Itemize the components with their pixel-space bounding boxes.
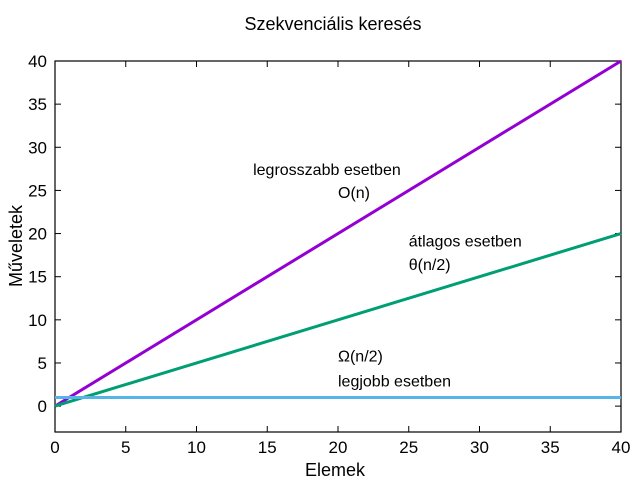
y-tick-label: 25 xyxy=(28,181,47,200)
chart-title: Szekvenciális keresés xyxy=(244,14,421,34)
x-tick-label: 0 xyxy=(50,438,59,457)
y-axis: 0 5 10 15 20 25 30 35 40 xyxy=(28,52,621,416)
series-line-1 xyxy=(54,59,622,408)
y-tick-label: 35 xyxy=(28,95,47,114)
annotation-label: legjobb esetben xyxy=(338,373,451,390)
y-axis-label: Műveletek xyxy=(6,204,26,287)
y-tick-label: 5 xyxy=(38,354,47,373)
y-tick-label: 30 xyxy=(28,138,47,157)
annotation-label: θ(n/2) xyxy=(409,257,451,274)
series-line-2 xyxy=(54,232,622,408)
x-tick-label: 20 xyxy=(329,438,348,457)
x-axis: 0 5 10 15 20 25 30 35 40 xyxy=(50,61,630,457)
x-axis-label: Elemek xyxy=(305,460,366,480)
y-tick-label: 40 xyxy=(28,52,47,71)
annotation-label: legrosszabb esetben xyxy=(253,162,401,179)
y-tick-label: 0 xyxy=(38,397,47,416)
x-tick-label: 25 xyxy=(399,438,418,457)
x-tick-label: 10 xyxy=(187,438,206,457)
x-tick-label: 35 xyxy=(541,438,560,457)
x-tick-label: 30 xyxy=(470,438,489,457)
annotation-label: Ω(n/2) xyxy=(338,348,383,365)
y-tick-label: 10 xyxy=(28,311,47,330)
annotation-layer: legrosszabb esetben O(n) átlagos esetben θ(… xyxy=(253,162,522,390)
series-layer xyxy=(54,59,622,408)
x-tick-label: 40 xyxy=(612,438,631,457)
x-tick-label: 15 xyxy=(258,438,277,457)
x-tick-label: 5 xyxy=(121,438,130,457)
annotation-label: átlagos esetben xyxy=(409,234,522,251)
y-tick-label: 15 xyxy=(28,268,47,287)
y-tick-label: 20 xyxy=(28,225,47,244)
annotation-label: O(n) xyxy=(338,185,370,202)
